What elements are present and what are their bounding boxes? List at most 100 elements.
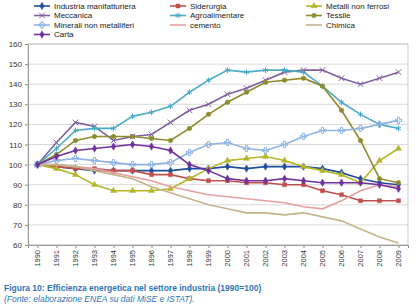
y-tick-mark xyxy=(25,165,28,166)
marker xyxy=(340,193,344,197)
y-tick-mark xyxy=(25,104,28,105)
y-tick-label: 90 xyxy=(13,181,22,190)
chart: 6070809010011012013014015016019901991199… xyxy=(0,0,418,307)
marker xyxy=(129,187,135,192)
x-tick: 2008 xyxy=(375,245,384,267)
x-tick-label: 1997 xyxy=(166,250,175,267)
marker xyxy=(73,120,79,126)
x-tick-label: 1990 xyxy=(33,250,42,267)
marker xyxy=(149,110,154,116)
x-tick-mark xyxy=(76,245,77,248)
legend-marker xyxy=(176,13,181,19)
y-tick-label: 120 xyxy=(9,120,23,129)
marker xyxy=(110,187,116,192)
x-tick: 2006 xyxy=(337,245,346,267)
marker xyxy=(282,175,286,182)
legend-item: Siderurgia xyxy=(170,2,227,11)
x-tick: 1994 xyxy=(109,245,118,267)
x-tick: 2000 xyxy=(223,245,232,267)
marker xyxy=(225,91,231,97)
x-tick-mark xyxy=(323,245,324,248)
grid-line xyxy=(28,204,408,205)
legend-item: Chimica xyxy=(306,21,355,30)
marker xyxy=(320,67,326,73)
marker xyxy=(320,165,324,172)
marker xyxy=(339,179,343,186)
legend-label: Industria manifatturiera xyxy=(54,2,136,11)
marker xyxy=(262,147,268,153)
x-tick-mark xyxy=(209,245,210,248)
x-tick-label: 2002 xyxy=(261,250,270,267)
marker xyxy=(225,67,230,73)
x-axis-line xyxy=(29,246,409,249)
marker xyxy=(396,126,401,132)
y-tick: 140 xyxy=(9,80,28,89)
x-tick-label: 2006 xyxy=(337,250,346,267)
x-tick: 1993 xyxy=(90,245,99,267)
x-tick: 2002 xyxy=(261,245,270,267)
x-tick-mark xyxy=(247,245,248,248)
x-tick-label: 1996 xyxy=(147,250,156,267)
marker xyxy=(358,179,362,186)
marker xyxy=(377,176,382,181)
marker xyxy=(187,161,191,168)
marker xyxy=(320,179,324,186)
marker xyxy=(225,163,229,170)
marker xyxy=(358,112,363,118)
y-axis: 60708090100110120130140150160 xyxy=(9,40,29,250)
y-tick: 70 xyxy=(13,221,28,230)
x-tick: 1991 xyxy=(52,245,61,267)
x-tick-mark xyxy=(38,245,39,248)
x-tick: 2005 xyxy=(318,245,327,267)
marker xyxy=(282,78,287,83)
x-tick-mark xyxy=(171,245,172,248)
x-tick-label: 2004 xyxy=(299,250,308,267)
marker xyxy=(35,161,39,168)
x-tick-label: 2003 xyxy=(280,250,289,267)
y-tick-label: 100 xyxy=(9,161,23,170)
grid-line xyxy=(28,104,408,105)
marker xyxy=(301,163,305,170)
x-tick-label: 1995 xyxy=(128,250,137,267)
x-tick: 1992 xyxy=(71,245,80,267)
marker xyxy=(282,163,286,170)
marker xyxy=(225,100,230,105)
legend-marker xyxy=(176,4,180,8)
marker xyxy=(149,136,154,141)
legend-item: Metalli non ferrosi xyxy=(306,2,389,11)
series-line xyxy=(38,120,399,164)
marker xyxy=(301,76,306,81)
marker xyxy=(91,157,97,163)
series-group xyxy=(34,67,401,243)
x-tick-mark xyxy=(133,245,134,248)
marker xyxy=(168,138,173,143)
y-tick-label: 110 xyxy=(9,141,22,150)
marker xyxy=(206,77,211,83)
x-tick-mark xyxy=(114,245,115,248)
legend-marker xyxy=(312,13,317,18)
x-tick: 1998 xyxy=(185,245,194,267)
legend-marker xyxy=(40,31,44,38)
y-tick-mark xyxy=(25,245,28,246)
y-tick-label: 70 xyxy=(13,221,22,230)
legend-label: Carta xyxy=(54,30,74,39)
marker xyxy=(338,127,344,133)
y-tick-label: 150 xyxy=(9,60,23,69)
x-tick: 1990 xyxy=(33,245,42,267)
marker xyxy=(301,177,305,184)
marker xyxy=(73,128,78,134)
legend-item: Carta xyxy=(34,30,74,39)
y-tick: 120 xyxy=(9,120,28,129)
y-tick: 90 xyxy=(13,181,28,190)
legend-label: Minerali non metalliferi xyxy=(54,21,134,30)
marker xyxy=(92,145,96,152)
y-tick-mark xyxy=(25,225,28,226)
marker xyxy=(207,179,211,183)
legend-item: Agroalimentare xyxy=(170,11,245,20)
marker xyxy=(339,108,344,113)
y-tick-mark xyxy=(25,64,28,65)
y-tick-label: 140 xyxy=(9,80,23,89)
x-tick-mark xyxy=(266,245,267,248)
marker xyxy=(111,143,115,150)
y-tick-label: 60 xyxy=(13,241,22,250)
